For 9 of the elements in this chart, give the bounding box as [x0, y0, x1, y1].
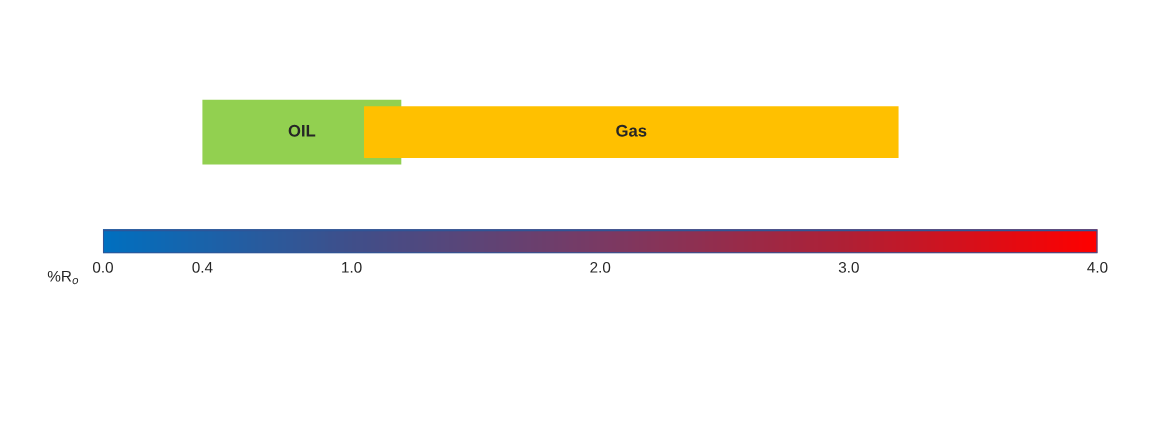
x-tick-label: 0.0 — [92, 261, 113, 273]
x-tick-label: 3.0 — [838, 261, 859, 273]
x-tick-label: 2.0 — [590, 261, 611, 273]
x-tick-label: 0.4 — [192, 261, 213, 273]
series-label: OIL — [288, 124, 316, 137]
x-tick-label: 4.0 — [1087, 261, 1108, 273]
x-axis-title: %R$_{o}$ — [47, 270, 79, 285]
series-label: Gas — [616, 124, 647, 137]
x-tick-label: 1.0 — [342, 261, 362, 273]
